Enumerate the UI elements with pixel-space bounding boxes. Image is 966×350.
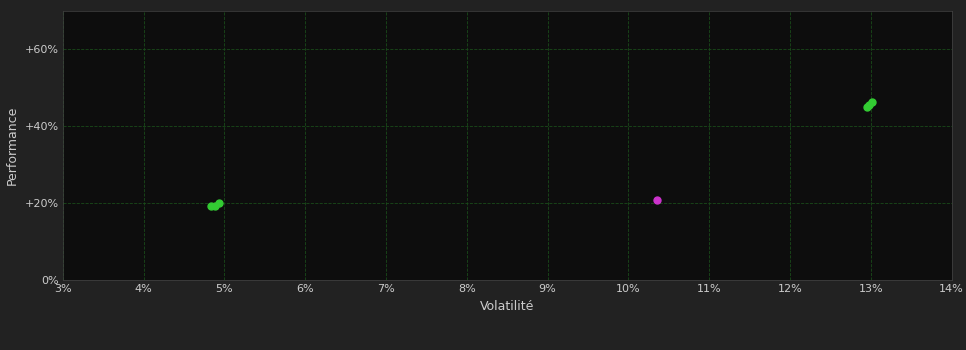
Point <box>203 203 218 209</box>
Point <box>859 104 874 110</box>
Point <box>862 102 877 108</box>
Y-axis label: Performance: Performance <box>6 106 19 185</box>
X-axis label: Volatilité: Volatilité <box>480 300 534 313</box>
Point <box>649 197 665 203</box>
Point <box>865 99 880 105</box>
Point <box>211 200 226 206</box>
Point <box>207 203 222 209</box>
